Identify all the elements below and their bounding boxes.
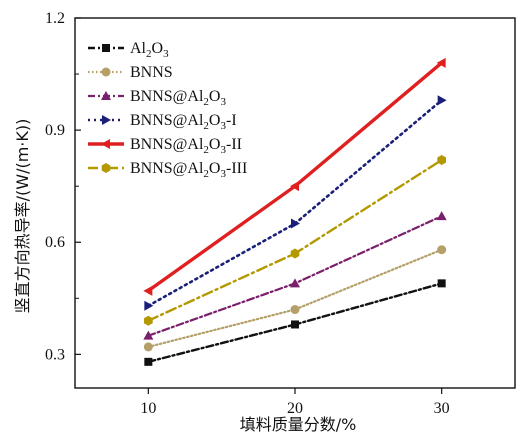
data-point <box>290 248 300 259</box>
data-point <box>143 285 153 296</box>
data-point <box>102 115 111 125</box>
x-tick-label: 10 <box>140 400 156 417</box>
data-point <box>291 320 299 329</box>
series-layer <box>143 57 447 366</box>
x-tick-label: 30 <box>434 400 450 417</box>
series-bnns <box>143 245 447 352</box>
data-point <box>437 155 446 165</box>
data-point <box>437 279 446 288</box>
legend-label: Al2O3 <box>130 40 169 60</box>
data-point <box>143 342 153 352</box>
data-point <box>291 218 300 229</box>
legend-label: BNNS <box>130 64 173 81</box>
data-point <box>101 163 111 173</box>
y-tick-label: 0.9 <box>45 122 65 139</box>
data-point <box>290 181 299 192</box>
data-point <box>101 139 110 149</box>
series-line <box>147 215 443 337</box>
y-tick-label: 0.6 <box>45 234 65 251</box>
data-point <box>436 211 447 221</box>
series-al2o3 <box>144 279 446 366</box>
y-axis-ticks: 0.3 0.6 0.9 1.2 <box>45 10 81 363</box>
data-point <box>437 95 447 106</box>
y-axis-label: 竖直方向热导率/(W/(m·K)) <box>13 119 32 314</box>
data-point <box>437 245 447 255</box>
data-point <box>144 357 153 366</box>
series-bnns-al2o3-ii <box>143 57 446 296</box>
y-tick-label: 1.2 <box>45 10 65 27</box>
data-point <box>144 300 154 311</box>
legend-label: BNNS@Al2O3-III <box>130 160 247 180</box>
y-tick-label: 0.3 <box>45 346 65 363</box>
legend-label: BNNS@Al2O3-I <box>130 112 237 132</box>
data-point <box>436 57 446 68</box>
legend-label: BNNS@Al2O3 <box>130 88 226 108</box>
legend-label: BNNS@Al2O3-II <box>130 136 242 156</box>
data-point <box>290 305 300 315</box>
data-point <box>102 44 110 52</box>
legend-item: BNNS@Al2O3-III <box>88 160 247 180</box>
series-line <box>147 98 444 308</box>
data-point <box>143 330 154 340</box>
x-axis-label: 填料质量分数/% <box>240 415 357 434</box>
series-bnns-al2o3 <box>143 211 447 340</box>
x-axis-ticks: 10 20 30 <box>140 388 450 417</box>
data-point <box>144 315 153 326</box>
series-bnns-al2o3-iii <box>144 155 446 326</box>
series-bnns-al2o3-i <box>144 95 447 311</box>
data-point <box>101 91 111 100</box>
legend-item: BNNS@Al2O3-II <box>88 136 242 156</box>
legend-item: BNNS@Al2O3-I <box>88 112 237 132</box>
legend: Al2O3 BNNS BNNS@Al2O3 BNNS@Al2O3-I BNNS@Al2O… <box>88 40 247 180</box>
data-point <box>101 67 111 77</box>
data-point <box>290 278 300 288</box>
x-tick-label: 20 <box>287 400 303 417</box>
legend-item: BNNS@Al2O3 <box>88 88 226 108</box>
series-line <box>147 248 443 348</box>
legend-item: BNNS <box>88 64 173 81</box>
legend-item: Al2O3 <box>88 40 169 60</box>
